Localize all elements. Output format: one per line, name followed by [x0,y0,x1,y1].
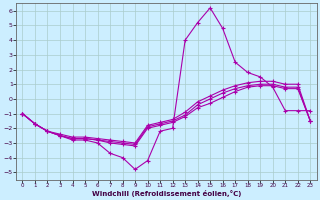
X-axis label: Windchill (Refroidissement éolien,°C): Windchill (Refroidissement éolien,°C) [92,190,241,197]
